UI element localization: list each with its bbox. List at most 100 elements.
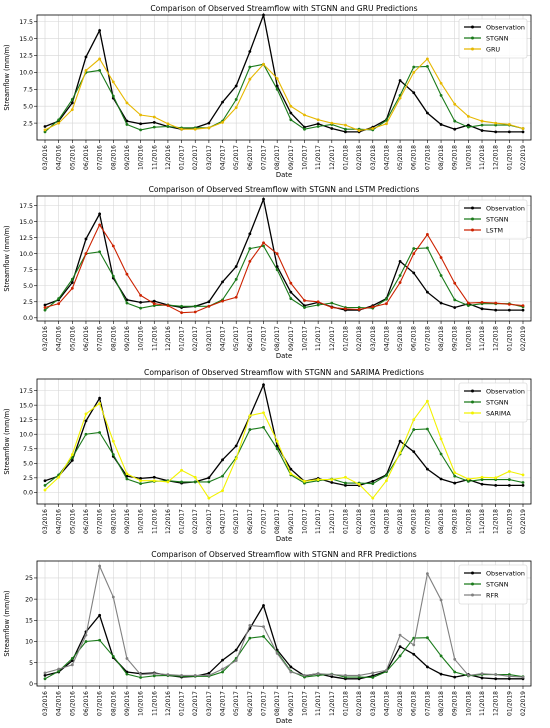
- x-tick-label: 12/2016: [165, 509, 172, 534]
- point-rfr: [98, 564, 102, 568]
- x-tick-label: 12/2016: [165, 326, 172, 351]
- x-tick-label: 11/2017: [315, 509, 322, 534]
- x-tick-label: 01/2018: [342, 326, 349, 351]
- point-observation: [494, 308, 498, 312]
- point-rfr: [152, 672, 156, 676]
- point-observation: [303, 125, 306, 129]
- x-tick-label: 08/2018: [438, 145, 445, 170]
- point-rfr: [234, 659, 238, 662]
- x-tick-label: 09/2017: [288, 145, 295, 170]
- point-gru: [480, 119, 484, 123]
- point-stgnn: [139, 676, 143, 679]
- x-tick-label: 05/2017: [233, 509, 240, 534]
- point-stgnn: [480, 478, 484, 481]
- point-stgnn: [289, 118, 293, 122]
- x-tick-label: 12/2018: [493, 509, 500, 534]
- point-stgnn: [466, 479, 470, 483]
- point-stgnn: [193, 480, 197, 484]
- point-observation: [439, 123, 443, 126]
- point-gru: [398, 96, 402, 100]
- x-tick-label: 02/2018: [356, 509, 363, 534]
- point-stgnn: [398, 654, 402, 658]
- series-line-gru: [44, 58, 524, 132]
- x-axis-label: Date: [276, 171, 292, 179]
- x-tick-label: 02/2019: [520, 326, 527, 351]
- point-observation: [289, 290, 293, 294]
- x-tick-label: 09/2016: [124, 691, 131, 716]
- x-tick-label: 06/2018: [411, 691, 418, 716]
- x-tick-label: 07/2017: [261, 145, 268, 170]
- point-rfr: [248, 624, 252, 627]
- x-tick-label: 07/2017: [261, 326, 268, 351]
- point-sarima: [412, 418, 416, 422]
- point-sarima: [398, 451, 402, 455]
- point-lstm: [453, 281, 457, 285]
- point-stgnn: [453, 119, 457, 123]
- legend-label: Observation: [486, 204, 525, 212]
- point-sarima: [330, 478, 334, 481]
- point-lstm: [57, 302, 61, 306]
- x-tick-label: 01/2019: [506, 326, 513, 351]
- x-tick-label: 02/2018: [356, 145, 363, 170]
- x-tick-label: 08/2016: [110, 691, 117, 716]
- point-stgnn: [139, 128, 143, 132]
- point-rfr: [453, 657, 457, 661]
- point-stgnn: [316, 125, 320, 128]
- series-line-stgnn: [44, 63, 524, 133]
- point-observation: [330, 127, 334, 130]
- point-gru: [43, 128, 47, 132]
- point-stgnn: [248, 636, 252, 640]
- x-tick-label: 04/2018: [383, 326, 390, 351]
- legend-label: Observation: [486, 569, 525, 577]
- point-gru: [303, 113, 306, 117]
- point-stgnn: [412, 428, 416, 431]
- point-stgnn: [439, 274, 443, 277]
- series-line-observation: [44, 196, 523, 311]
- x-tick-label: 04/2017: [220, 509, 227, 534]
- y-tick-label: 0: [29, 681, 33, 688]
- point-rfr: [207, 674, 211, 677]
- point-stgnn: [43, 677, 47, 681]
- point-stgnn: [43, 308, 47, 312]
- x-tick-label: 11/2018: [479, 145, 486, 170]
- point-stgnn: [221, 670, 224, 674]
- point-stgnn: [466, 304, 470, 308]
- x-tick-label: 08/2016: [110, 326, 117, 351]
- point-rfr: [193, 674, 197, 677]
- point-stgnn: [125, 477, 129, 481]
- point-observation: [316, 122, 320, 126]
- y-axis-label: Streamflow (mm/m): [3, 44, 11, 110]
- point-gru: [494, 121, 498, 125]
- point-observation: [139, 301, 143, 304]
- point-observation: [344, 483, 347, 487]
- x-tick-label: 01/2019: [506, 691, 513, 716]
- point-gru: [70, 108, 74, 111]
- point-observation: [426, 111, 429, 115]
- point-observation: [507, 130, 511, 134]
- legend-marker: [471, 206, 474, 210]
- x-tick-label: 07/2018: [424, 145, 431, 170]
- x-tick-label: 12/2018: [493, 326, 500, 351]
- point-sarima: [57, 475, 61, 479]
- x-tick-label: 12/2017: [329, 326, 336, 351]
- x-tick-label: 05/2016: [69, 509, 76, 534]
- point-gru: [98, 57, 102, 61]
- point-stgnn: [57, 669, 61, 673]
- point-sarima: [303, 479, 306, 483]
- y-tick-label: 5.0: [23, 103, 33, 110]
- plot-frame: [36, 14, 532, 141]
- x-tick-label: 04/2017: [220, 145, 227, 170]
- point-lstm: [221, 299, 224, 303]
- x-tick-label: 01/2017: [179, 509, 186, 534]
- point-observation: [221, 100, 224, 104]
- chart-2: Comparison of Observed Streamflow with S…: [3, 368, 532, 543]
- point-rfr: [275, 651, 279, 655]
- point-stgnn: [289, 297, 293, 300]
- x-tick-label: 01/2019: [506, 509, 513, 534]
- legend-label: GRU: [486, 45, 500, 53]
- x-tick-label: 11/2018: [479, 509, 486, 534]
- point-observation: [453, 127, 457, 131]
- point-sarima: [70, 453, 74, 456]
- point-stgnn: [111, 453, 115, 456]
- point-stgnn: [275, 87, 279, 91]
